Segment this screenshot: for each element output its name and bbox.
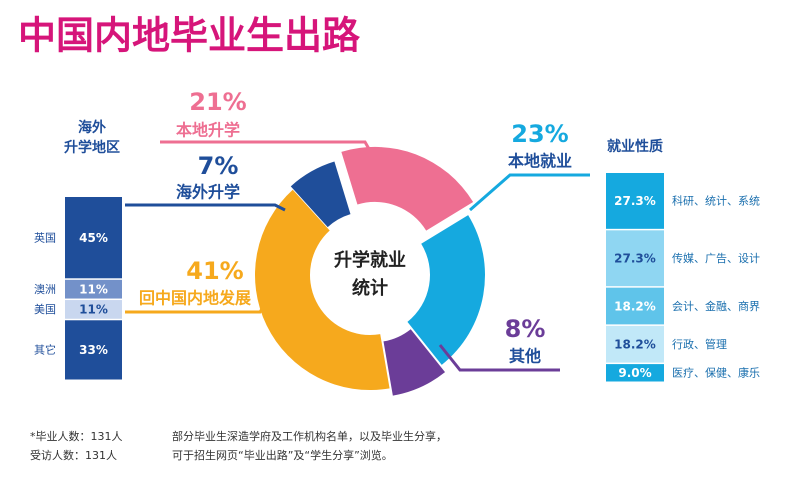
bar-segment — [606, 173, 664, 229]
segment-label: 回中国内地发展 — [139, 289, 252, 308]
note: 可于招生网页“毕业出路”及“学生分享”浏览。 — [172, 448, 393, 462]
segment-value-label: 7% — [198, 152, 239, 180]
category-label: 英国 — [34, 230, 56, 244]
bar-title: 升学地区 — [64, 139, 120, 156]
segment-value-label: 41% — [186, 257, 243, 285]
segment-value-label: 27.3% — [614, 251, 656, 265]
segment-value-label: 33% — [79, 343, 108, 357]
bar-segment — [606, 287, 664, 325]
segment-value-label: 8% — [505, 315, 546, 343]
category-label: 美国 — [34, 303, 56, 316]
donut-segment — [255, 189, 390, 390]
bar-title: 海外 — [78, 119, 106, 136]
donut-segment — [407, 215, 485, 365]
note: *毕业人数：131人 — [30, 430, 123, 443]
bar-segment — [65, 279, 122, 299]
segment-value-label: 9.0% — [618, 366, 651, 380]
donut-segment — [341, 146, 474, 231]
category-label: 医疗、保健、康乐 — [672, 366, 760, 380]
segment-value-label: 27.3% — [614, 194, 656, 208]
segment-label: 海外升学 — [176, 183, 240, 202]
bar-segment — [606, 230, 664, 287]
page-title: 中国内地毕业生出路 — [18, 14, 361, 58]
leader-line — [469, 173, 590, 212]
segment-value-label: 18.2% — [614, 299, 656, 313]
segment-label: 本地升学 — [176, 121, 240, 140]
segment-value-label: 21% — [189, 88, 246, 116]
category-label: 澳洲 — [34, 283, 56, 296]
note: 部分毕业生深造学府及工作机构名单，以及毕业生分享， — [172, 429, 447, 443]
donut-segment — [383, 329, 446, 396]
bar-segment — [606, 364, 664, 382]
category-label: 传媒、广告、设计 — [672, 252, 760, 265]
segment-value-label: 11% — [79, 303, 108, 317]
donut-segment — [290, 161, 351, 228]
center-label: 统计 — [352, 277, 388, 299]
segment-label: 其他 — [509, 347, 541, 366]
segment-value-label: 18.2% — [614, 337, 656, 351]
category-label: 科研、统计、系统 — [672, 194, 760, 208]
segment-label: 本地就业 — [508, 152, 572, 171]
leader-line — [125, 203, 286, 212]
category-label: 其它 — [34, 343, 56, 357]
category-label: 会计、金融、商界 — [672, 299, 760, 313]
segment-value-label: 23% — [511, 120, 568, 148]
bar-segment — [606, 325, 664, 363]
leader-line — [438, 344, 560, 372]
bar-title: 就业性质 — [607, 138, 663, 155]
bar-segment — [65, 320, 122, 380]
bar-segment — [65, 300, 122, 319]
bar-segment — [65, 197, 122, 279]
segment-value-label: 45% — [79, 231, 108, 245]
center-label: 升学就业 — [334, 249, 406, 271]
category-label: 行政、管理 — [672, 337, 727, 351]
note: 受访人数：131人 — [30, 449, 117, 462]
segment-value-label: 11% — [79, 282, 108, 296]
